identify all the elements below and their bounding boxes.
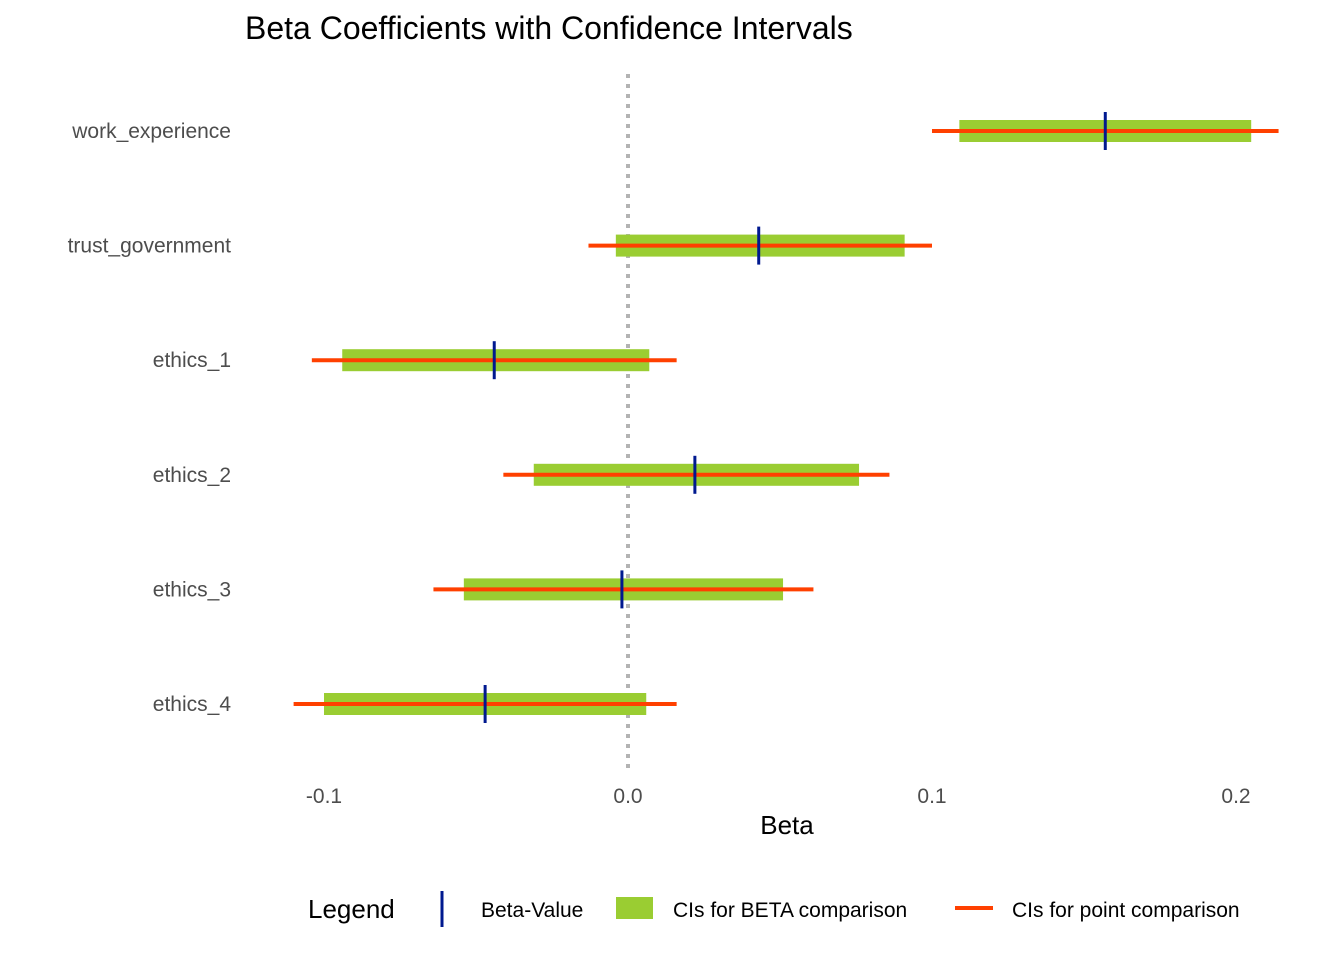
- category-label: trust_government: [68, 235, 232, 258]
- plot-rows: work_experience trust_government ethics_1e…: [68, 112, 1279, 723]
- x-axis-title: Beta: [760, 810, 814, 840]
- row-work_experience: work_experience: [71, 112, 1279, 150]
- chart-title: Beta Coefficients with Confidence Interv…: [245, 10, 853, 46]
- legend-label-beta: Beta-Value: [481, 899, 583, 922]
- row-ethics_3: ethics_3: [153, 570, 814, 609]
- x-axis-ticks: -0.1 0.0 0.1 0.2: [306, 785, 1251, 808]
- category-label: ethics_3: [153, 578, 231, 601]
- category-label: ethics_1: [153, 349, 231, 372]
- legend-ci-beta-swatch: [616, 897, 653, 919]
- x-tick-label: 0.0: [613, 785, 642, 808]
- legend-title: Legend: [308, 894, 395, 924]
- row-trust_government: trust_government: [68, 226, 932, 265]
- category-label: ethics_4: [153, 693, 232, 716]
- category-label: ethics_2: [153, 464, 231, 487]
- row-ethics_4: ethics_4: [153, 685, 677, 723]
- x-tick-label: 0.2: [1221, 785, 1250, 808]
- row-ethics_1: ethics_1: [153, 341, 677, 380]
- x-tick-label: 0.1: [917, 785, 946, 808]
- row-ethics_2: ethics_2: [153, 455, 890, 494]
- legend-label-ci-beta: CIs for BETA comparison: [673, 899, 907, 922]
- category-label: work_experience: [71, 120, 231, 143]
- legend-label-ci-point: CIs for point comparison: [1012, 899, 1240, 922]
- legend: Legend Beta-Value CIs for BETA compariso…: [308, 891, 1240, 927]
- x-tick-label: -0.1: [306, 785, 342, 808]
